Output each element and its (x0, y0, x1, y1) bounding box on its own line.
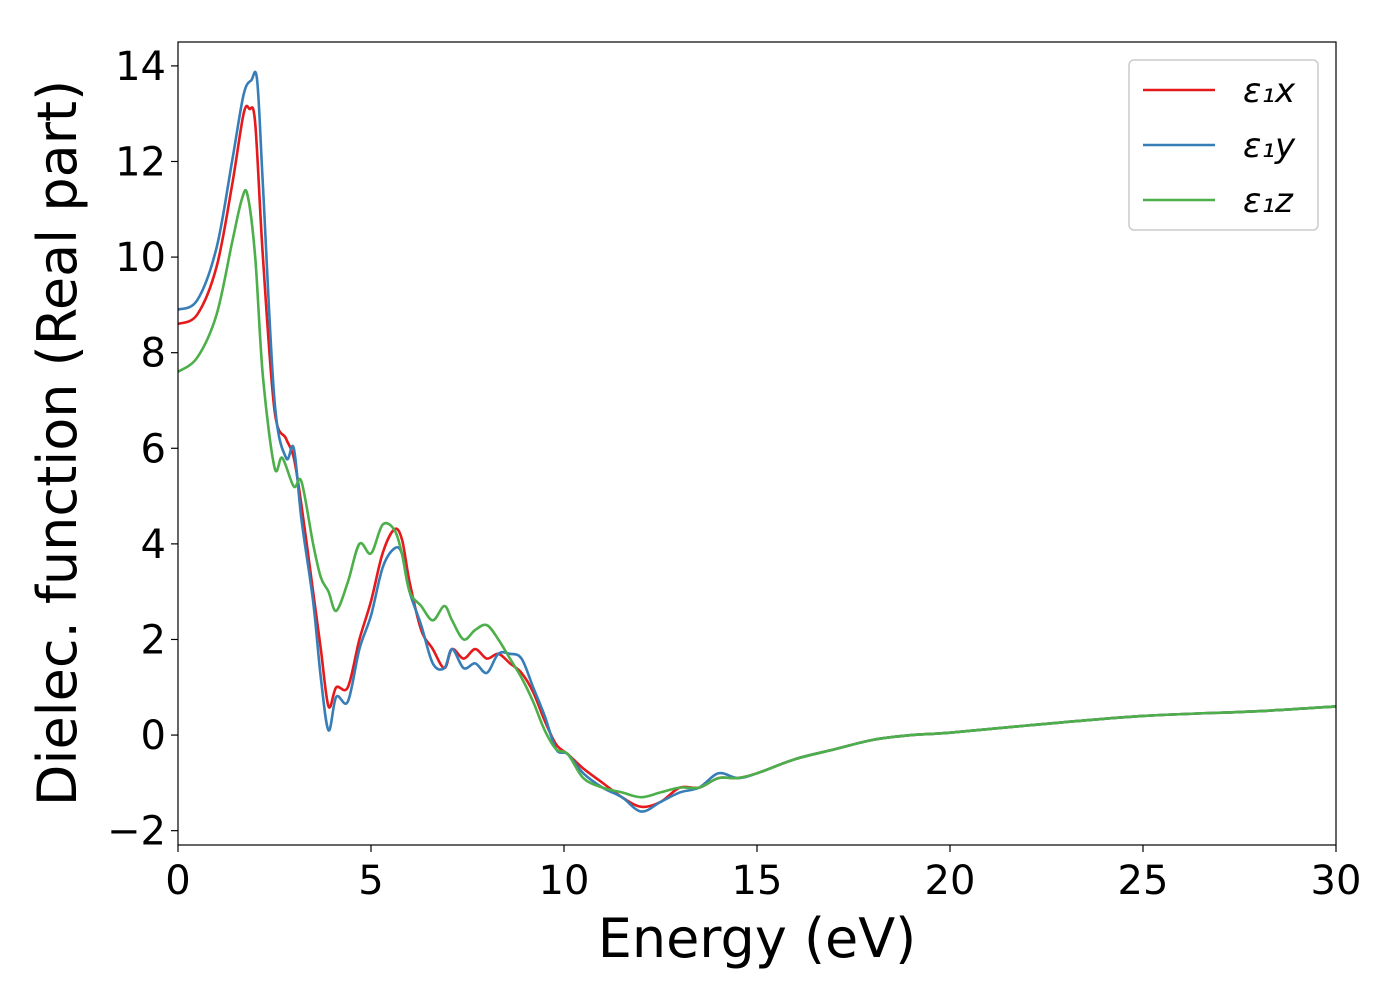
y-tick-label: 14 (115, 44, 166, 90)
y-tick-label: 12 (115, 139, 166, 185)
legend-label-2: ε₁y (1243, 126, 1296, 166)
x-tick-label: 20 (925, 858, 976, 904)
x-tick-label: 10 (539, 858, 590, 904)
y-tick-label: 8 (141, 331, 166, 377)
x-axis: 0 5 10 15 20 25 30 (165, 845, 1361, 904)
x-tick-label: 30 (1311, 858, 1362, 904)
x-tick-label: 5 (358, 858, 383, 904)
y-tick-label: 0 (141, 713, 166, 759)
x-tick-label: 15 (732, 858, 783, 904)
y-tick-label: 4 (141, 522, 166, 568)
y-tick-label: 6 (141, 426, 166, 472)
legend-label-3: ε₁z (1243, 181, 1294, 221)
y-axis-title: Dielec. function (Real part) (26, 80, 89, 806)
legend-box (1128, 59, 1319, 231)
x-tick-label: 0 (165, 858, 190, 904)
y-tick-label: 10 (115, 235, 166, 281)
x-tick-label: 25 (1118, 858, 1169, 904)
y-tick-label: 2 (141, 617, 166, 663)
x-axis-title: Energy (eV) (598, 907, 917, 970)
legend: ε₁x ε₁y ε₁z (1128, 59, 1319, 231)
legend-label-1: ε₁x (1243, 71, 1296, 111)
y-axis: −2 0 2 4 6 8 10 12 14 (107, 44, 178, 855)
y-tick-label: −2 (107, 809, 166, 855)
series-layer (177, 70, 1337, 813)
series-line-3 (177, 188, 1337, 799)
